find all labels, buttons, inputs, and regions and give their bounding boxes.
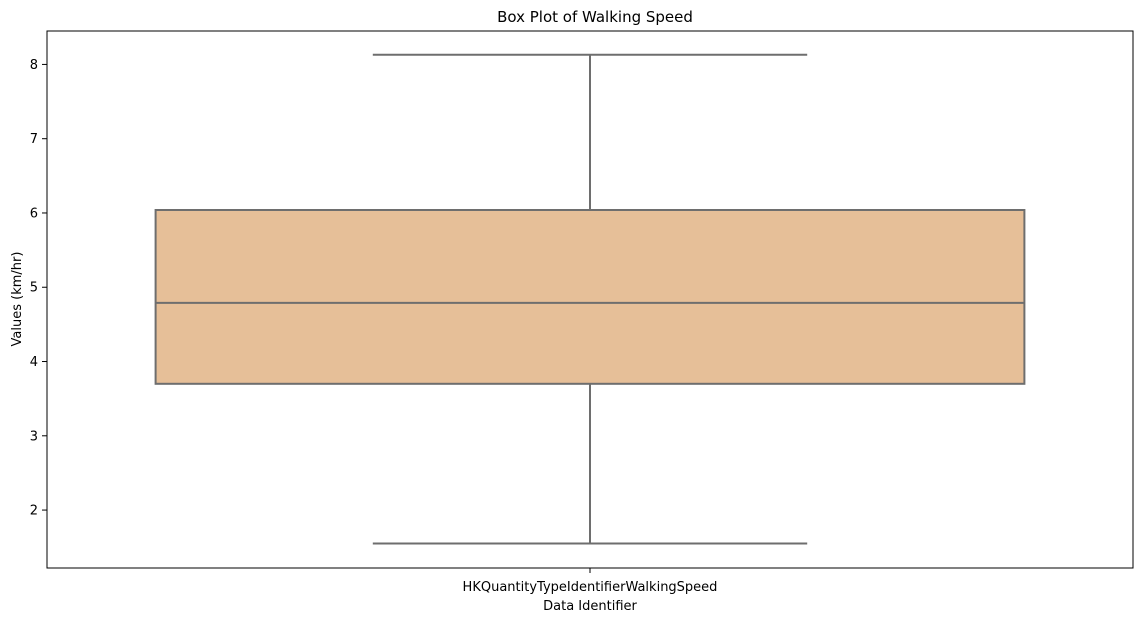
x-axis-title: Data Identifier bbox=[543, 599, 637, 614]
y-tick-label: 4 bbox=[30, 355, 38, 370]
y-tick-label: 7 bbox=[30, 132, 38, 147]
y-tick-label: 2 bbox=[30, 504, 38, 519]
y-axis-title: Values (km/hr) bbox=[10, 252, 25, 347]
chart-title: Box Plot of Walking Speed bbox=[497, 8, 693, 26]
box-group bbox=[154, 53, 1026, 545]
x-axis-ticks: HKQuantityTypeIdentifierWalkingSpeed bbox=[463, 568, 718, 595]
y-tick-label: 5 bbox=[30, 281, 38, 296]
y-tick-label: 6 bbox=[30, 206, 38, 221]
y-axis-ticks: 2 3 4 5 6 7 8 bbox=[30, 58, 47, 519]
iqr-box bbox=[154, 209, 1026, 385]
x-tick-label: HKQuantityTypeIdentifierWalkingSpeed bbox=[463, 580, 718, 595]
y-tick-label: 8 bbox=[30, 58, 38, 73]
y-tick-label: 3 bbox=[30, 429, 38, 444]
